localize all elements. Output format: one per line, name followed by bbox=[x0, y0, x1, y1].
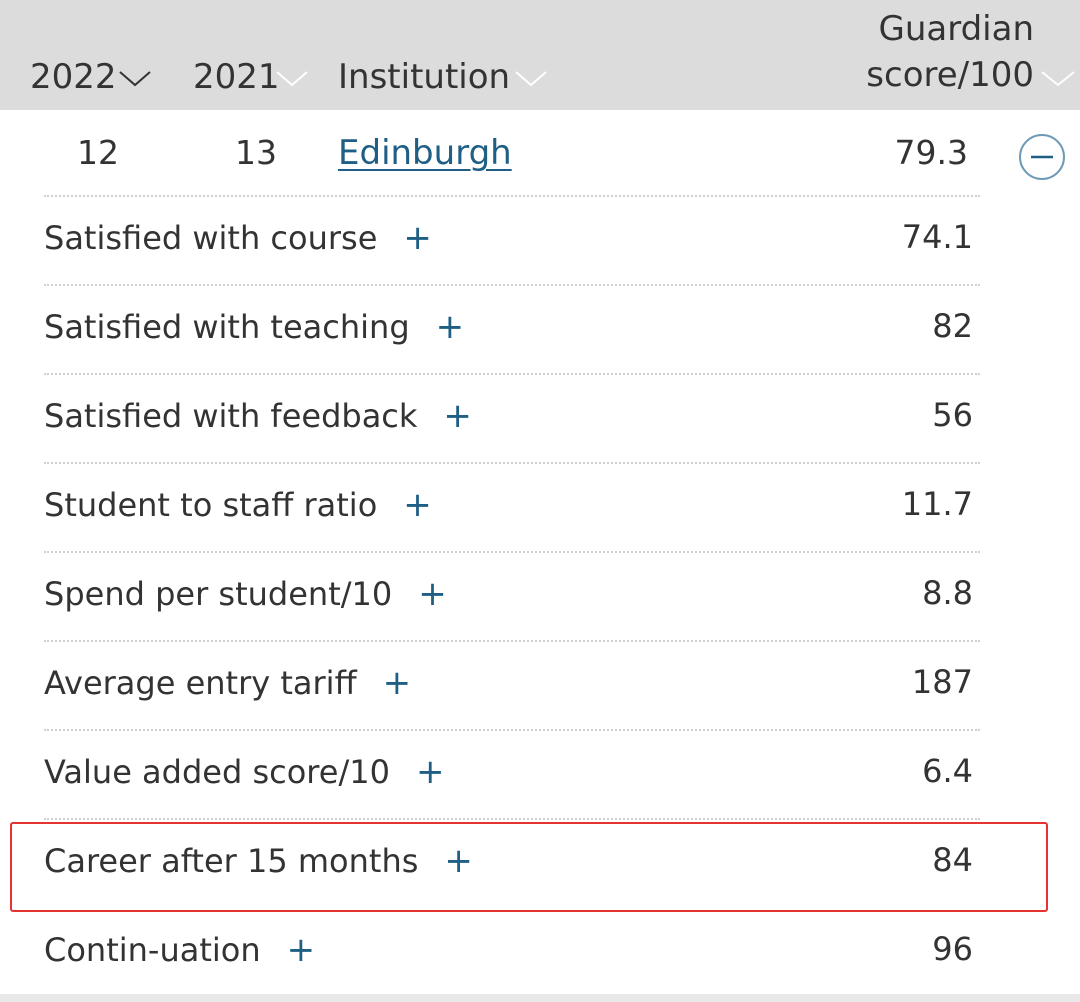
plus-icon[interactable]: + bbox=[444, 841, 473, 881]
row-divider bbox=[44, 818, 980, 820]
detail-label-text: Contin-uation bbox=[44, 931, 261, 969]
header-score-line2: score/100 bbox=[866, 55, 1034, 95]
detail-value: 84 bbox=[932, 841, 973, 879]
detail-row-highlighted: Career after 15 months + 84 bbox=[0, 819, 1080, 908]
plus-icon[interactable]: + bbox=[286, 930, 316, 970]
detail-label-text: Satisfied with teaching bbox=[44, 308, 410, 346]
detail-label-text: Spend per student/10 bbox=[44, 575, 393, 613]
chevron-down-icon bbox=[118, 70, 152, 88]
row-divider bbox=[44, 729, 980, 731]
detail-value: 74.1 bbox=[901, 218, 973, 256]
detail-label: Student to staff ratio + bbox=[44, 485, 432, 525]
plus-icon[interactable]: + bbox=[443, 396, 472, 436]
detail-label: Satisfied with feedback + bbox=[44, 396, 472, 436]
row-divider bbox=[44, 551, 980, 553]
detail-label: Satisfied with course + bbox=[44, 218, 432, 258]
header-score-line1: Guardian bbox=[878, 9, 1034, 49]
row-divider bbox=[44, 195, 980, 197]
table-header: 2022 2021 Institution Guardian score/100 bbox=[0, 0, 1080, 110]
detail-value: 11.7 bbox=[901, 485, 973, 523]
detail-row: Satisfied with course + 74.1 bbox=[0, 196, 1080, 285]
plus-icon[interactable]: + bbox=[403, 485, 432, 525]
detail-label: Career after 15 months + bbox=[44, 841, 473, 881]
highlight-box bbox=[10, 822, 1048, 912]
detail-row: Satisfied with teaching + 82 bbox=[0, 285, 1080, 374]
plus-icon[interactable]: + bbox=[418, 574, 447, 614]
detail-row: Value added score/10 + 6.4 bbox=[0, 730, 1080, 819]
sort-institution-column[interactable]: Institution bbox=[338, 54, 547, 100]
detail-label-text: Satisfied with course bbox=[44, 219, 378, 257]
detail-value: 187 bbox=[911, 663, 973, 701]
sort-2021-column[interactable]: 2021 bbox=[193, 54, 308, 100]
detail-label: Spend per student/10 + bbox=[44, 574, 447, 614]
table-row: 12 13 Edinburgh 79.3 bbox=[0, 110, 1080, 196]
detail-label-text: Student to staff ratio bbox=[44, 486, 378, 524]
detail-label-text: Value added score/10 bbox=[44, 753, 390, 791]
institution-link[interactable]: Edinburgh bbox=[338, 133, 512, 173]
plus-icon[interactable]: + bbox=[403, 218, 432, 258]
row-divider bbox=[44, 462, 980, 464]
chevron-down-icon bbox=[514, 70, 548, 88]
minus-circle-icon bbox=[1019, 134, 1065, 180]
sort-score-column[interactable]: Guardian score/100 bbox=[866, 6, 1034, 98]
detail-value: 6.4 bbox=[922, 752, 973, 790]
header-2022-label: 2022 bbox=[30, 57, 117, 97]
chevron-down-icon[interactable] bbox=[1040, 70, 1076, 88]
detail-row: Spend per student/10 + 8.8 bbox=[0, 552, 1080, 641]
detail-label: Satisfied with teaching + bbox=[44, 307, 464, 347]
header-institution-label: Institution bbox=[338, 57, 511, 97]
detail-value: 8.8 bbox=[922, 574, 973, 612]
plus-icon[interactable]: + bbox=[382, 663, 412, 703]
plus-icon[interactable]: + bbox=[435, 307, 465, 347]
detail-row: Satisfied with feedback + 56 bbox=[0, 374, 1080, 463]
detail-label: Contin-uation + bbox=[44, 930, 315, 970]
detail-label: Average entry tariff + bbox=[44, 663, 411, 703]
detail-value: 82 bbox=[932, 307, 973, 345]
detail-label-text: Satisfied with feedback bbox=[44, 397, 418, 435]
detail-label: Value added score/10 + bbox=[44, 752, 444, 792]
detail-row: Average entry tariff + 187 bbox=[0, 641, 1080, 730]
header-2021-label: 2021 bbox=[193, 57, 280, 97]
chevron-down-icon bbox=[275, 70, 309, 88]
row-divider bbox=[44, 284, 980, 286]
detail-label-text: Career after 15 months bbox=[44, 842, 419, 880]
guardian-score: 79.3 bbox=[894, 133, 968, 172]
detail-row: Contin-uation + 96 bbox=[0, 908, 1080, 997]
row-divider bbox=[44, 640, 980, 642]
sort-2022-column[interactable]: 2022 bbox=[30, 54, 151, 100]
collapse-row-button[interactable] bbox=[1018, 133, 1066, 181]
rank-2022: 12 bbox=[77, 133, 119, 172]
detail-value: 96 bbox=[932, 930, 973, 968]
row-divider bbox=[44, 373, 980, 375]
rank-2021: 13 bbox=[235, 133, 277, 172]
detail-value: 56 bbox=[932, 396, 973, 434]
detail-label-text: Average entry tariff bbox=[44, 664, 357, 702]
bottom-divider bbox=[0, 994, 1080, 1002]
plus-icon[interactable]: + bbox=[415, 752, 445, 792]
detail-row: Student to staff ratio + 11.7 bbox=[0, 463, 1080, 552]
